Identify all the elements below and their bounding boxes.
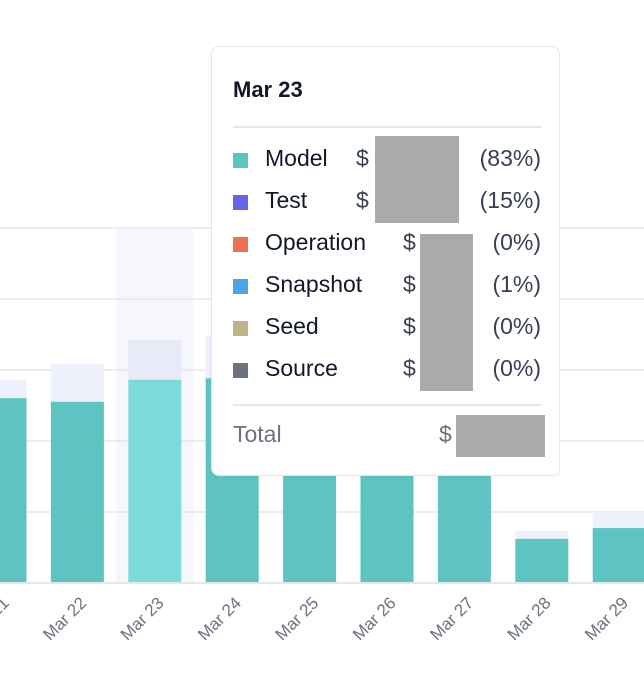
series-value: $ — [403, 229, 416, 255]
tooltip-row-source: Source $ (0%) — [233, 355, 541, 385]
x-tick-label: Mar 22 — [39, 593, 90, 644]
redaction-box — [375, 136, 459, 223]
legend-swatch-icon — [233, 153, 248, 168]
tooltip-total-label: Total — [233, 421, 282, 447]
legend-swatch-icon — [233, 279, 248, 294]
series-percent: (1%) — [492, 271, 541, 297]
tooltip-divider — [233, 126, 541, 128]
bar-model-mar-28 — [515, 538, 569, 582]
series-percent: (0%) — [492, 313, 541, 339]
x-tick-label: Mar 26 — [349, 593, 400, 644]
series-label: Seed — [265, 313, 319, 339]
series-label: Snapshot — [265, 271, 363, 297]
x-tick-label: Mar 24 — [194, 593, 245, 644]
series-percent: (83%) — [479, 145, 541, 171]
tooltip-divider — [233, 404, 541, 406]
bar-test-mar-22 — [50, 364, 104, 402]
series-value: $ — [403, 271, 416, 297]
bar-model-mar-21 — [0, 398, 27, 582]
bar-test-mar-29 — [592, 513, 644, 529]
tooltip-row-snapshot: Snapshot $ (1%) — [233, 271, 541, 301]
x-tick-label: Mar 27 — [426, 593, 477, 644]
legend-swatch-icon — [233, 237, 248, 252]
series-value: $ — [403, 313, 416, 339]
series-label: Model — [265, 145, 328, 171]
bar-test-mar-28 — [515, 530, 569, 539]
tooltip-row-seed: Seed $ (0%) — [233, 313, 541, 343]
series-label: Test — [265, 187, 308, 213]
series-value: $ — [356, 187, 369, 213]
bar-model-mar-29 — [592, 528, 644, 582]
legend-swatch-icon — [233, 195, 248, 210]
redaction-box — [456, 415, 545, 457]
x-tick-label: Mar 28 — [504, 593, 555, 644]
x-tick-label: Mar 29 — [581, 593, 632, 644]
series-label: Source — [265, 355, 338, 381]
tooltip-row-operation: Operation $ (0%) — [233, 229, 541, 259]
series-value: $ — [403, 355, 416, 381]
bar-model-mar-23 — [128, 379, 182, 582]
series-percent: (0%) — [492, 229, 541, 255]
x-tick-label: Mar 23 — [117, 593, 168, 644]
bar-model-mar-22 — [50, 401, 104, 582]
bar-test-mar-23 — [128, 339, 182, 380]
x-tick-label: Mar 21 — [0, 593, 13, 644]
x-tick-label: Mar 25 — [272, 593, 323, 644]
series-label: Operation — [265, 229, 367, 255]
bar-test-mar-21 — [0, 379, 27, 399]
chart-tooltip: Mar 23 Model $ (83%) Test $ (15%) Operat… — [211, 46, 560, 476]
series-value: $ — [356, 145, 369, 171]
legend-swatch-icon — [233, 363, 248, 378]
tooltip-row-test: Test $ (15%) — [233, 187, 541, 217]
tooltip-total-currency: $ — [439, 421, 452, 447]
series-percent: (15%) — [479, 187, 541, 213]
tooltip-row-model: Model $ (83%) — [233, 145, 541, 175]
tooltip-title: Mar 23 — [233, 77, 303, 102]
legend-swatch-icon — [233, 321, 248, 336]
redaction-box — [420, 234, 473, 391]
series-percent: (0%) — [492, 355, 541, 381]
